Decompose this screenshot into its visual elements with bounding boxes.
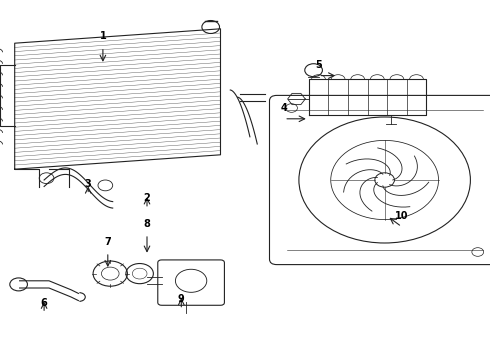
Text: 10: 10: [395, 211, 409, 221]
Circle shape: [375, 173, 394, 187]
Text: 1: 1: [99, 31, 106, 41]
Text: 4: 4: [281, 103, 288, 113]
Text: 9: 9: [178, 294, 185, 304]
Text: 5: 5: [315, 60, 322, 70]
Text: 2: 2: [144, 193, 150, 203]
Text: 7: 7: [104, 237, 111, 247]
Text: 8: 8: [144, 219, 150, 229]
Text: 6: 6: [41, 298, 48, 308]
Text: 3: 3: [85, 179, 92, 189]
